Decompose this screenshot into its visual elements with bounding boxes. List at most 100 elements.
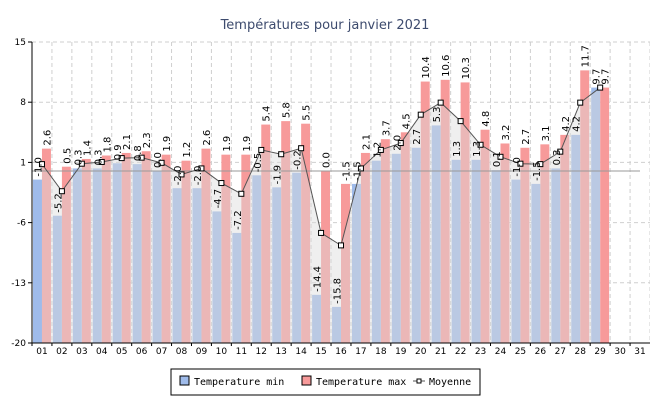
x-tick-label: 28 [574, 347, 586, 357]
data-label-max: 5.4 [262, 106, 273, 122]
data-label-max: 1.9 [222, 136, 233, 152]
bar-temperature-max [360, 152, 370, 343]
data-label-max: -1.5 [341, 161, 352, 181]
data-label-min: 0.8 [133, 145, 144, 161]
x-tick-label: 07 [156, 347, 167, 357]
bar-temperature-max [600, 87, 610, 343]
legend-label: Moyenne [429, 377, 471, 388]
data-label-min: -1.9 [273, 165, 284, 185]
legend-marker [416, 378, 422, 384]
x-tick-label: 03 [76, 347, 87, 357]
x-tick-label: 21 [435, 347, 446, 357]
x-tick-label: 27 [555, 347, 566, 357]
moyenne-point [377, 146, 384, 153]
bar-temperature-min [212, 211, 222, 343]
moyenne-point [477, 141, 484, 148]
bar-temperature-min [451, 159, 461, 343]
bar-temperature-max [580, 70, 590, 343]
data-label-max: 1.8 [102, 137, 113, 153]
data-label-min: 0.9 [113, 144, 124, 160]
data-label-max: 1.4 [82, 140, 93, 156]
moyenne-point [218, 180, 225, 187]
bar-temperature-max [281, 121, 291, 344]
data-label-min: 2.0 [392, 135, 403, 151]
data-label-max: 10.6 [441, 55, 452, 77]
data-label-max: 2.1 [361, 134, 372, 150]
y-tick-label: -6 [17, 219, 26, 229]
data-label-max: 4.5 [401, 113, 412, 129]
moyenne-point [357, 165, 364, 172]
bar-temperature-min [391, 153, 401, 343]
data-label-min: 0.3 [552, 150, 563, 166]
data-label-min: 2.7 [412, 129, 423, 145]
bar-temperature-max [261, 124, 271, 343]
data-label-min: 0.1 [492, 151, 503, 167]
bar-temperature-min [351, 183, 361, 343]
legend-swatch [179, 375, 190, 386]
bar-temperature-max [500, 143, 510, 343]
bar-temperature-max [520, 147, 530, 343]
x-tick-label: 24 [495, 347, 507, 357]
bar-temperature-max [420, 81, 430, 343]
data-label-min: -5.2 [53, 193, 64, 213]
bar-temperature-max [241, 154, 251, 343]
legend-box [170, 368, 481, 396]
bar-temperature-min [571, 134, 581, 343]
data-label-min: 1.2 [372, 142, 383, 158]
moyenne-point [397, 140, 404, 147]
data-label-max: 10.4 [421, 56, 432, 78]
data-label-max: 0.5 [62, 148, 73, 164]
data-label-max: 3.2 [501, 125, 512, 141]
moyenne-point [178, 171, 185, 178]
bar-temperature-max [141, 151, 151, 343]
bar-temperature-min [531, 183, 541, 343]
data-label-min: 1.3 [452, 141, 463, 157]
bar-temperature-min [471, 159, 481, 343]
moyenne-point [238, 190, 245, 197]
moyenne-point [497, 153, 504, 160]
x-tick-label: 13 [275, 347, 286, 357]
bar-temperature-min [312, 294, 322, 343]
moyenne-point [78, 160, 85, 167]
data-label-min: 1.3 [472, 141, 483, 157]
bar-temperature-min [292, 172, 302, 343]
bar-temperature-max [201, 148, 211, 343]
bar-temperature-max [480, 129, 490, 343]
data-label-max: 10.3 [461, 57, 472, 79]
x-tick-label: 16 [335, 347, 347, 357]
bar-temperature-max [440, 79, 450, 343]
bar-temperature-max [560, 134, 570, 343]
y-tick-label: -20 [11, 339, 26, 349]
x-tick-label: 29 [594, 347, 606, 357]
bar-temperature-max [81, 158, 91, 343]
moyenne-point [597, 84, 604, 91]
data-label-min: -1.0 [33, 157, 44, 177]
legend-swatch [301, 375, 312, 386]
bar-temperature-max [380, 139, 390, 343]
data-label-min: 4.2 [572, 116, 583, 132]
moyenne-point [58, 188, 65, 195]
moyenne-point [118, 155, 125, 162]
moyenne-point [557, 148, 564, 155]
moyenne-point [38, 161, 45, 168]
data-label-max: 9.7 [601, 69, 612, 85]
moyenne-point [98, 158, 105, 165]
legend: Temperature min Temperature max Moyenne [170, 368, 481, 396]
data-label-min: -2.0 [193, 166, 204, 186]
bar-temperature-min [511, 179, 521, 343]
moyenne-point [198, 165, 205, 172]
legend-label: Temperature min [194, 377, 284, 388]
bar-temperature-max [121, 152, 131, 343]
data-label-min: -1.0 [512, 157, 523, 177]
moyenne-point [417, 111, 424, 118]
x-tick-label: 31 [634, 347, 645, 357]
y-tick-label: 1 [20, 158, 26, 168]
bar-temperature-min [232, 232, 242, 343]
moyenne-point [338, 242, 344, 249]
bar-temperature-min [52, 215, 62, 343]
moyenne-point [537, 161, 544, 168]
data-label-max: 2.3 [142, 132, 153, 148]
bar-temperature-min [431, 125, 441, 343]
bar-temperature-min [152, 171, 162, 343]
